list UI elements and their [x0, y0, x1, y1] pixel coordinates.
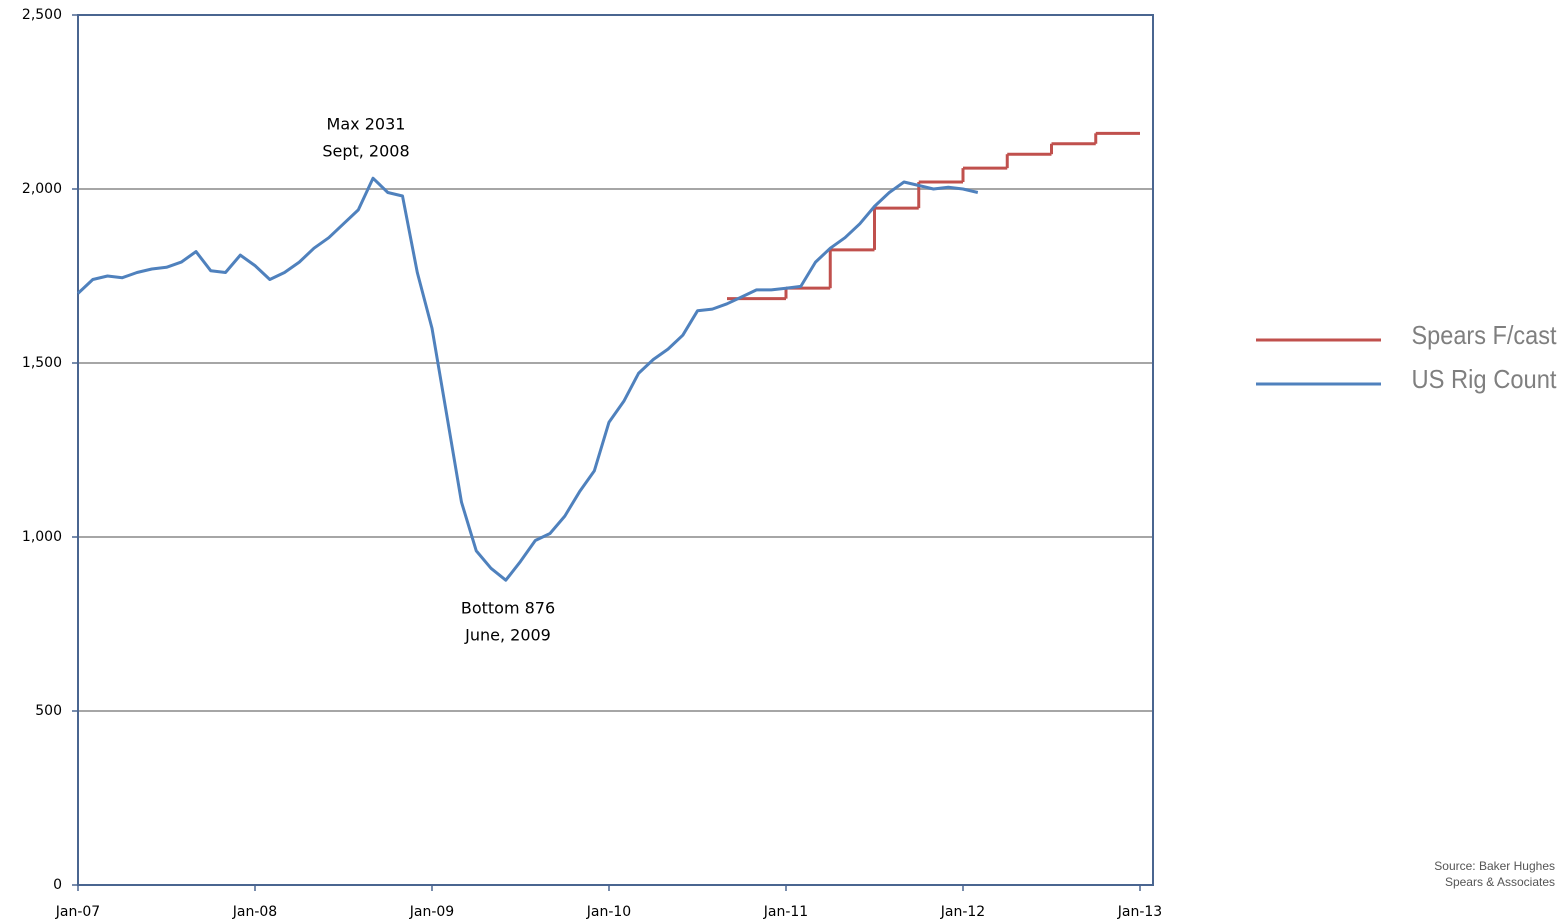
legend-label: US Rig Count	[1412, 364, 1558, 394]
annotation: June, 2009	[464, 626, 551, 645]
source-note: Source: Baker Hughes	[1434, 859, 1555, 873]
y-tick-label: 0	[53, 877, 62, 893]
annotation: Sept, 2008	[322, 142, 409, 161]
series-line	[76, 176, 979, 582]
legend-label: Spears F/cast	[1412, 320, 1558, 350]
plot-frame	[77, 14, 1154, 886]
y-tick-label: 2,000	[22, 181, 62, 197]
y-tick-label: 1,500	[22, 355, 62, 371]
x-tick-label: Jan-08	[232, 904, 277, 920]
y-tick-label: 1,000	[22, 529, 62, 545]
y-tick-label: 500	[35, 703, 62, 719]
x-tick-label: Jan-10	[586, 904, 631, 920]
annotation: Max 2031	[327, 115, 406, 134]
x-tick-label: Jan-13	[1117, 904, 1162, 920]
x-tick-label: Jan-09	[409, 904, 454, 920]
x-tick-label: Jan-11	[763, 904, 808, 920]
y-tick-label: 2,500	[22, 7, 62, 23]
x-tick-label: Jan-12	[940, 904, 985, 920]
x-tick-label: Jan-07	[55, 904, 100, 920]
source-note: Spears & Associates	[1445, 875, 1555, 889]
annotation: Bottom 876	[461, 599, 555, 618]
